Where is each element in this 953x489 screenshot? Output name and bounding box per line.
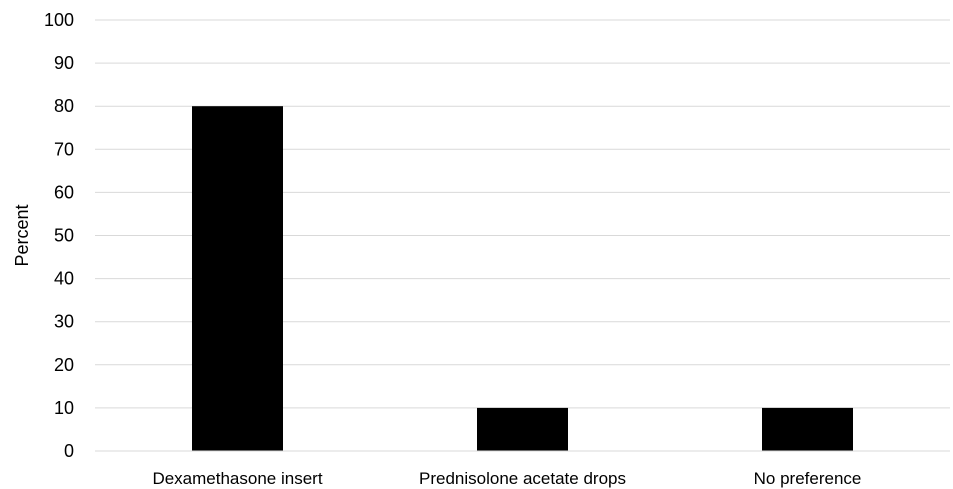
bar <box>477 407 568 451</box>
bar <box>192 106 283 451</box>
x-category-label: No preference <box>754 469 862 488</box>
y-tick-label: 90 <box>54 53 74 73</box>
bar <box>762 407 853 451</box>
bars <box>192 106 853 451</box>
x-category-label: Dexamethasone insert <box>152 469 322 488</box>
y-tick-label: 70 <box>54 139 74 159</box>
y-tick-label: 60 <box>54 182 74 202</box>
y-tick-label: 100 <box>44 10 74 30</box>
y-tick-label: 50 <box>54 226 74 246</box>
y-axis-ticks: 0 10 20 30 40 50 60 70 80 90 100 <box>44 10 74 461</box>
y-tick-label: 30 <box>54 312 74 332</box>
x-axis-labels: Dexamethasone insert Prednisolone acetate… <box>152 469 861 488</box>
y-tick-label: 80 <box>54 96 74 116</box>
y-tick-label: 20 <box>54 355 74 375</box>
y-axis-title: Percent <box>12 204 32 266</box>
x-category-label: Prednisolone acetate drops <box>419 469 626 488</box>
y-tick-label: 10 <box>54 398 74 418</box>
y-tick-label: 40 <box>54 269 74 289</box>
y-tick-label: 0 <box>64 441 74 461</box>
